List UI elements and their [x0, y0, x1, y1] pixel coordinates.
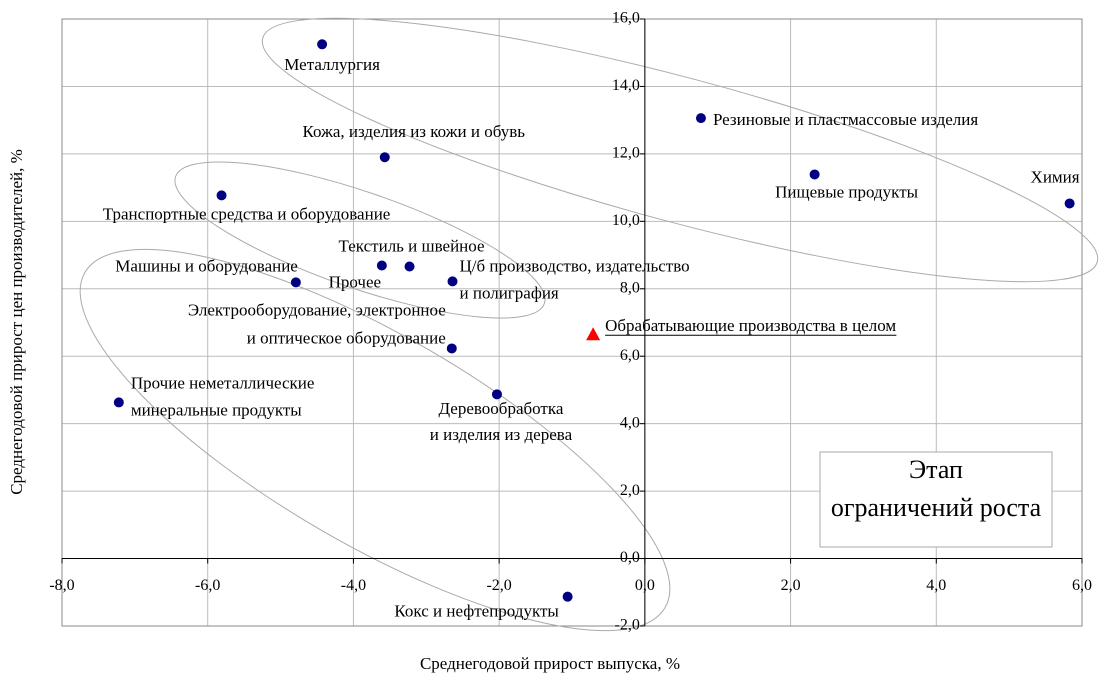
x-tick-label: 4,0: [926, 577, 946, 594]
y-tick-label: 4,0: [620, 414, 640, 431]
point: [491, 389, 502, 400]
point: [317, 39, 328, 50]
point-label: Прочие неметаллические: [131, 373, 315, 392]
y-tick-label: 12,0: [612, 145, 640, 162]
point-label: Кожа, изделия из кожи и обувь: [303, 122, 526, 141]
point-label: Транспортные средства и оборудование: [103, 204, 391, 223]
x-tick-label: 2,0: [781, 577, 801, 594]
point: [447, 276, 458, 287]
point-label: Кокс и нефтепродукты: [394, 602, 559, 621]
point-label: Химия: [1031, 167, 1080, 186]
group-ellipse: [79, 248, 671, 632]
y-tick-label: 6,0: [620, 347, 640, 364]
point: [586, 327, 601, 341]
y-tick-label: 0,0: [620, 549, 640, 566]
y-tick-label: 2,0: [620, 482, 640, 499]
y-tick-label: 8,0: [620, 279, 640, 296]
point-label: Машины и оборудование: [115, 256, 298, 275]
point-label: Металлургия: [284, 55, 380, 74]
y-tick-label: 16,0: [612, 10, 640, 27]
point-label: Резиновые и пластмассовые изделия: [713, 110, 978, 129]
point-label: минеральные продукты: [131, 400, 302, 419]
y-axis-title: Среднегодовой прирост цен производителей…: [7, 149, 26, 495]
point: [376, 260, 387, 271]
y-tick-label: 10,0: [612, 212, 640, 229]
point: [1064, 198, 1075, 209]
plot-border: [61, 18, 1083, 627]
point-label: Пищевые продукты: [775, 182, 918, 201]
point: [290, 277, 301, 288]
point-label: Ц/б производство, издательство: [460, 256, 690, 275]
point-label: Обрабатывающие производства в целом: [605, 316, 896, 335]
annotation: ограничений роста: [831, 493, 1042, 522]
x-tick-label: -4,0: [341, 577, 366, 594]
point: [404, 261, 415, 272]
point-label: Прочее: [329, 272, 381, 291]
point: [562, 591, 573, 602]
annotation: Этап: [909, 455, 963, 484]
annotation-box: [819, 451, 1053, 548]
x-tick-label: -6,0: [195, 577, 220, 594]
point: [379, 152, 390, 163]
point-label: Текстиль и швейное: [339, 236, 485, 255]
point-label: и оптическое оборудование: [247, 328, 446, 347]
y-tick-label: 14,0: [612, 77, 640, 94]
groupings: [79, 17, 1099, 632]
group-ellipse: [174, 161, 546, 319]
point: [113, 397, 124, 408]
point: [695, 113, 706, 124]
x-axis-title: Среднегодовой прирост выпуска, %: [420, 654, 680, 673]
x-tick-label: 6,0: [1072, 577, 1092, 594]
point: [809, 169, 820, 180]
point: [216, 190, 227, 201]
x-tick-label: -2,0: [486, 577, 511, 594]
group-ellipse: [261, 17, 1099, 283]
point: [446, 343, 457, 354]
point-label: и полиграфия: [460, 283, 559, 302]
point-label: и изделия из дерева: [430, 425, 573, 444]
point-label: Электрооборудование, электронное: [188, 300, 446, 319]
point-label: Деревообработка: [439, 399, 564, 418]
x-tick-label: -8,0: [49, 577, 74, 594]
y-tick-label: -2,0: [615, 617, 640, 634]
